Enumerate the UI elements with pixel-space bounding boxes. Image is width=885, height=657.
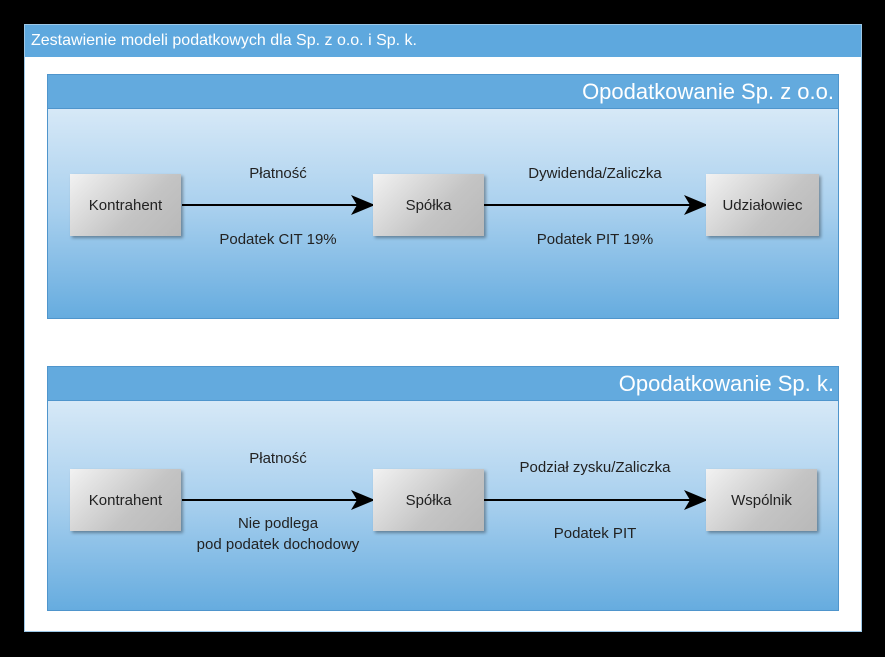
node-udzialowiec: Udziałowiec — [706, 174, 819, 236]
edge-label-below: Podatek PIT — [553, 525, 637, 542]
edge-label-below: Nie podlega — [237, 515, 319, 532]
edge-label-above: Płatność — [249, 165, 307, 182]
arrows — [182, 490, 708, 510]
diagram-frame: Zestawienie modeli podatkowych dla Sp. z… — [24, 24, 862, 632]
panel-sp-k: Opodatkowanie Sp. k. Kontrahent Spółka W… — [47, 366, 839, 611]
node-spolka: Spółka — [373, 174, 484, 236]
node-kontrahent: Kontrahent — [70, 469, 181, 531]
node-spolka: Spółka — [373, 469, 484, 531]
edge-label-above: Podział zysku/Zaliczka — [519, 459, 671, 476]
edge-label-below: Podatek CIT 19% — [219, 231, 337, 248]
edge-label-below: pod podatek dochodowy — [196, 536, 360, 553]
panel-sp-zoo: Opodatkowanie Sp. z o.o. Kontrahent Spół… — [47, 74, 839, 319]
diagram-title: Zestawienie modeli podatkowych dla Sp. z… — [25, 25, 861, 57]
panel-heading: Opodatkowanie Sp. z o.o. — [48, 75, 838, 109]
edge-label-above: Płatność — [249, 450, 307, 467]
arrows — [182, 195, 708, 215]
edge-label-below: Podatek PIT 19% — [536, 231, 654, 248]
node-kontrahent: Kontrahent — [70, 174, 181, 236]
node-wspolnik: Wspólnik — [706, 469, 817, 531]
panel-heading: Opodatkowanie Sp. k. — [48, 367, 838, 401]
edge-label-above: Dywidenda/Zaliczka — [528, 165, 662, 182]
